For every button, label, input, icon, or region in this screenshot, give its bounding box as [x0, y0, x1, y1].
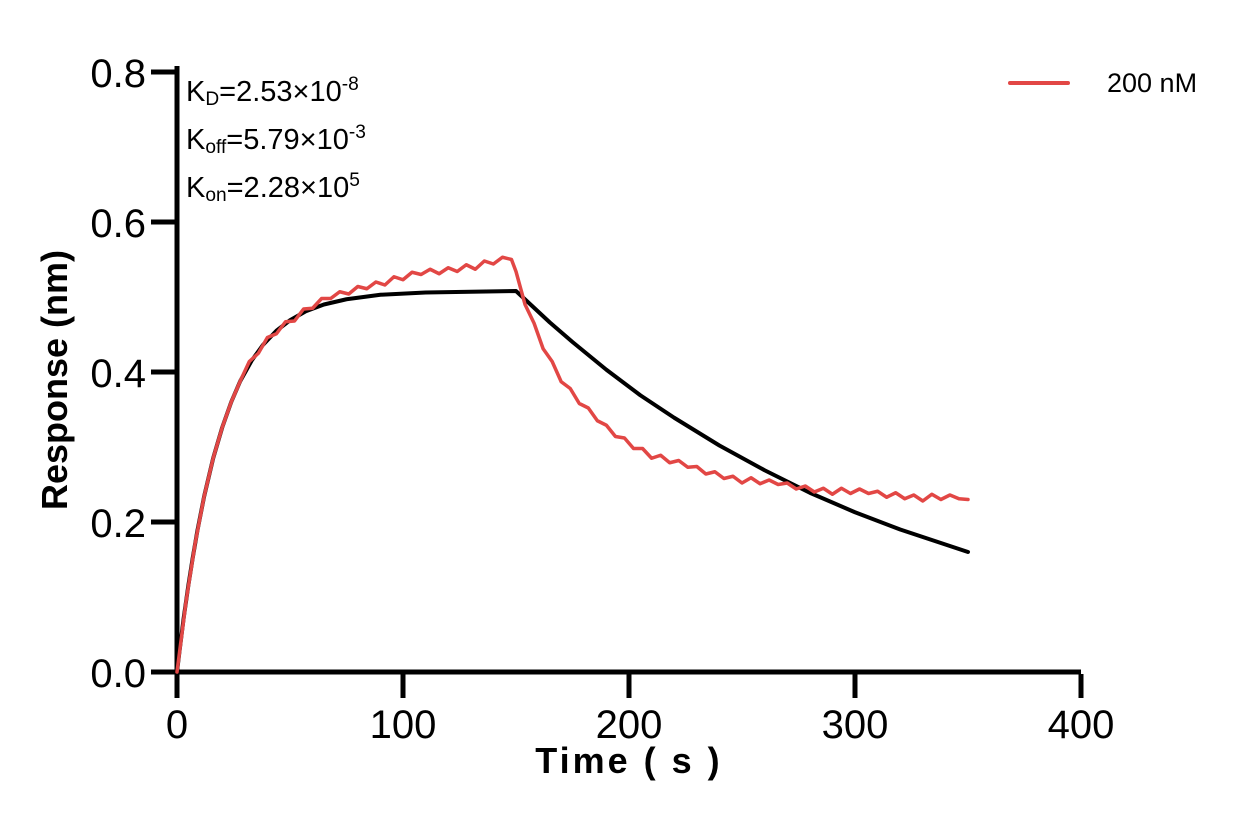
y-tick-label: 0.2	[90, 502, 146, 546]
x-tick-label: 100	[370, 703, 437, 747]
x-axis-title: Time ( s )	[535, 740, 722, 781]
legend-label: 200 nM	[1107, 67, 1198, 98]
legend: 200 nM	[1008, 68, 1197, 98]
y-axis-title: Response (nm)	[34, 250, 75, 510]
y-tick-label: 0.8	[90, 52, 146, 96]
y-tick-label: 0.0	[90, 652, 146, 696]
x-tick-label: 300	[822, 703, 889, 747]
koff-annotation: Koff=5.79×10-3	[186, 122, 366, 159]
x-tick-label: 0	[166, 703, 188, 747]
kinetic-constants: KD=2.53×10-8 Koff=5.79×10-3 Kon=2.28×105	[186, 70, 366, 214]
y-tick-label: 0.4	[90, 352, 146, 396]
y-tick-label: 0.6	[90, 202, 146, 246]
measured-200nM-line	[175, 255, 970, 674]
kon-annotation: Kon=2.28×105	[186, 170, 360, 207]
legend-color-line	[1008, 81, 1070, 85]
fitted-curve-line	[175, 289, 970, 674]
x-tick-label: 400	[1048, 703, 1115, 747]
kd-annotation: KD=2.53×10-8	[186, 74, 359, 111]
x-tick-label: 200	[596, 703, 663, 747]
